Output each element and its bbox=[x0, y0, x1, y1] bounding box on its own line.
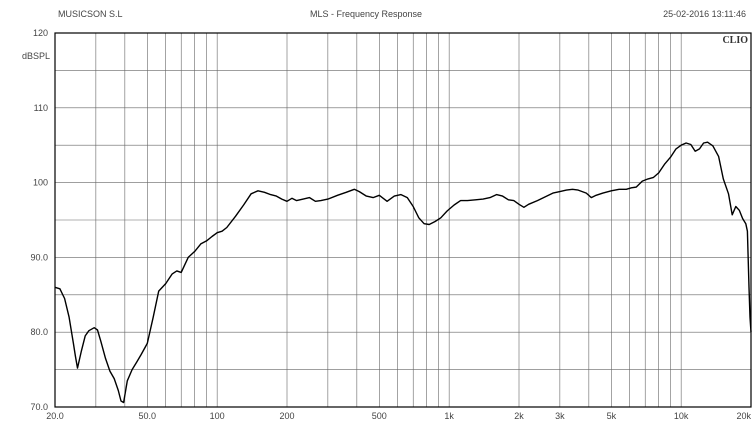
y-axis-label: dBSPL bbox=[22, 51, 50, 61]
header-left-label: MUSICSON S.L bbox=[58, 9, 123, 19]
header-timestamp: 25-02-2016 13:11:46 bbox=[663, 9, 746, 19]
x-tick-label: 200 bbox=[279, 411, 294, 421]
plot-frame bbox=[54, 32, 752, 408]
x-tick-label: 100 bbox=[210, 411, 225, 421]
y-tick-label: 100 bbox=[33, 178, 48, 188]
x-tick-label: 500 bbox=[372, 411, 387, 421]
y-tick-label: 80.0 bbox=[30, 327, 48, 337]
chart-title: MLS - Frequency Response bbox=[310, 9, 423, 19]
y-tick-label: 110 bbox=[34, 103, 48, 113]
x-tick-label: 20.0 bbox=[46, 411, 64, 421]
y-tick-label: 120 bbox=[33, 28, 48, 38]
x-tick-label: 10k bbox=[674, 411, 689, 421]
frequency-response-line bbox=[54, 141, 752, 404]
series-layer bbox=[54, 141, 752, 404]
x-tick-label: 20k bbox=[736, 411, 751, 421]
x-tick-label: 1k bbox=[444, 411, 454, 421]
grid-layer bbox=[55, 33, 751, 407]
x-tick-label: 5k bbox=[607, 411, 617, 421]
y-tick-label: 70.0 bbox=[30, 402, 48, 412]
clio-brand-logo: CLIO bbox=[722, 35, 748, 46]
y-tick-label: 90.0 bbox=[30, 252, 48, 262]
x-tick-label: 50.0 bbox=[139, 411, 157, 421]
x-tick-label: 2k bbox=[514, 411, 524, 421]
x-tick-label: 3k bbox=[555, 411, 565, 421]
tick-label-layer: 70.0 80.0 90.0 100 110 120 20.0 50.0 100 200 500 1k… bbox=[30, 28, 751, 421]
